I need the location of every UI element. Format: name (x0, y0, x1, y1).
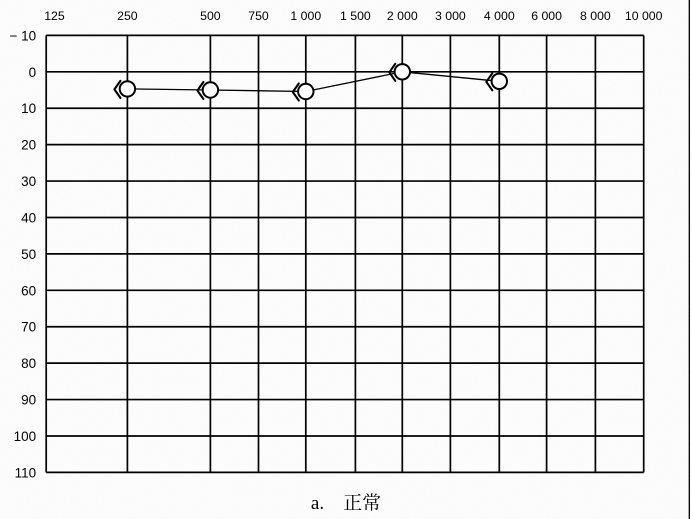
svg-text:110: 110 (15, 465, 37, 480)
svg-text:3 000: 3 000 (435, 9, 466, 23)
svg-text:250: 250 (117, 9, 138, 23)
svg-text:30: 30 (21, 174, 36, 189)
svg-text:4 000: 4 000 (484, 9, 515, 23)
svg-text:100: 100 (14, 429, 37, 444)
svg-text:20: 20 (21, 138, 36, 153)
svg-text:70: 70 (21, 320, 36, 335)
svg-text:40: 40 (21, 211, 36, 226)
svg-text:10 000: 10 000 (625, 9, 663, 23)
svg-text:60: 60 (21, 283, 36, 298)
svg-text:80: 80 (21, 356, 36, 371)
svg-text:8 000: 8 000 (580, 9, 611, 23)
svg-text:2 000: 2 000 (387, 9, 418, 23)
svg-text:6 000: 6 000 (531, 9, 562, 23)
svg-text:750: 750 (248, 9, 269, 23)
svg-text:0: 0 (29, 65, 37, 80)
svg-text:1 000: 1 000 (290, 9, 321, 23)
svg-text:90: 90 (21, 393, 36, 408)
svg-text:10: 10 (21, 101, 36, 116)
svg-text:50: 50 (21, 247, 36, 262)
svg-text:1 500: 1 500 (340, 9, 371, 23)
svg-text:500: 500 (200, 9, 221, 23)
svg-text:− 10: − 10 (10, 28, 37, 43)
svg-text:125: 125 (44, 9, 65, 23)
